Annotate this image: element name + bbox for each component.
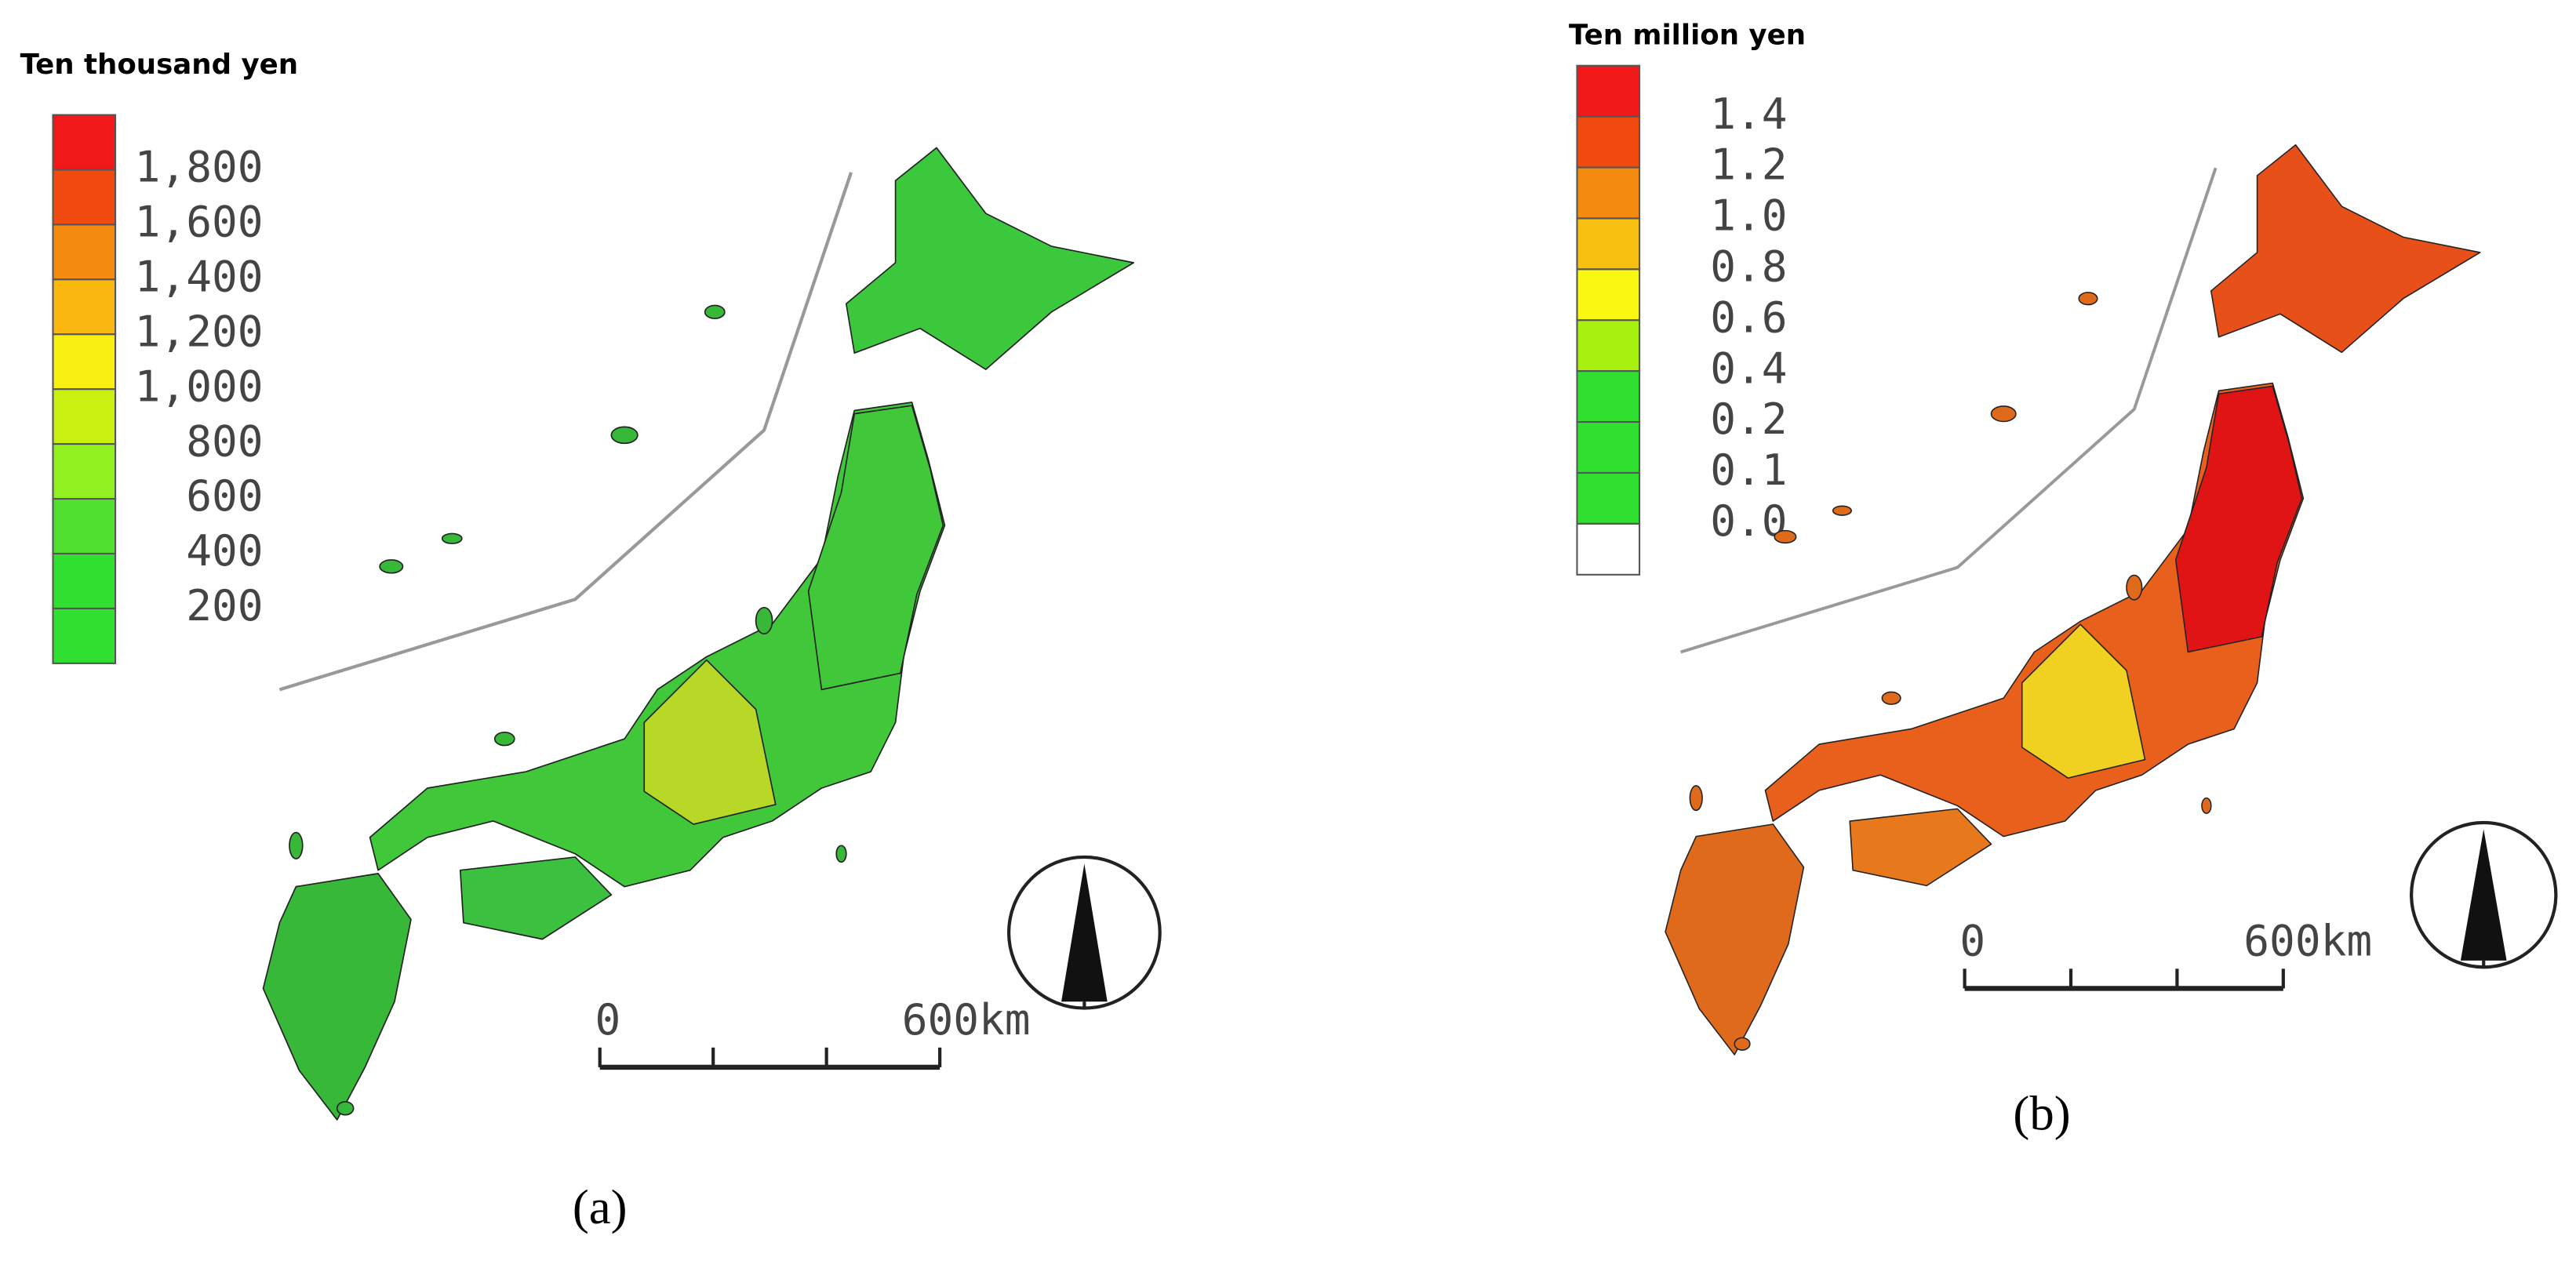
region-honshu: [369, 402, 946, 888]
legend-swatch: [1576, 166, 1641, 220]
scale-end: 600km: [902, 994, 1031, 1045]
island: [2078, 292, 2098, 306]
legend-label: 1,200: [135, 306, 264, 356]
legend-label: 1,600: [135, 197, 264, 247]
legend-swatch: [1576, 319, 1641, 372]
region-shikoku: [1849, 808, 1992, 887]
legend-label: 1.4: [1710, 89, 1787, 139]
legend-title: Ten thousand yen: [20, 49, 299, 81]
legend-swatch: [52, 498, 117, 555]
legend-swatch: [52, 607, 117, 664]
legend-title: Ten million yen: [1569, 20, 1806, 52]
legend-label: 800: [186, 416, 263, 466]
region-north: [807, 405, 944, 691]
scale-start: 0: [1959, 916, 1985, 966]
legend-swatch: [52, 443, 117, 500]
island: [704, 304, 726, 320]
legend-label: 1,800: [135, 142, 264, 192]
map: [1665, 144, 2481, 1056]
north-arrow: [1061, 863, 1108, 1002]
north-arrow: [2460, 829, 2507, 961]
legend-swatch: [1576, 421, 1641, 474]
legend-swatch: [1576, 268, 1641, 322]
map: [262, 147, 1135, 1121]
region-north: [2174, 385, 2303, 653]
scale-start: 0: [595, 994, 620, 1045]
inset-line: [1680, 167, 2218, 654]
island: [1689, 785, 1703, 812]
island: [2126, 574, 2143, 601]
legend-label: 0.6: [1710, 292, 1787, 342]
island: [1881, 691, 1901, 705]
island: [1774, 529, 1797, 544]
legend-label: 0.1: [1710, 445, 1787, 495]
region-kyushu: [1665, 823, 1805, 1056]
legend-label: 1,000: [135, 361, 264, 411]
legend-swatch: [52, 169, 117, 226]
island: [1734, 1037, 1751, 1051]
island: [1832, 505, 1852, 516]
scale-end: 600km: [2243, 916, 2372, 966]
legend-label: 600: [186, 471, 263, 521]
region-shikoku: [459, 856, 613, 940]
island: [379, 559, 404, 574]
island: [336, 1101, 355, 1116]
legend-swatch: [1576, 64, 1641, 118]
legend-label: 1.0: [1710, 191, 1787, 241]
legend-label: 0.2: [1710, 394, 1787, 444]
island: [2201, 797, 2212, 815]
panel-label: (a): [573, 1179, 628, 1234]
island: [835, 845, 847, 863]
legend-swatch: [52, 388, 117, 445]
legend-label: 200: [186, 580, 263, 630]
legend-swatch: [52, 333, 117, 391]
island: [610, 426, 639, 445]
region-center: [643, 659, 777, 825]
legend-label: 0.8: [1710, 241, 1787, 291]
legend-label: 400: [186, 525, 263, 576]
legend-label: 1.2: [1710, 140, 1787, 190]
panel-label: (b): [2013, 1086, 2070, 1141]
legend-label: 1,400: [135, 251, 264, 301]
legend-swatch: [1576, 471, 1641, 525]
legend-swatch: [1576, 522, 1641, 576]
legend-swatch: [52, 114, 117, 171]
legend-swatch: [1576, 115, 1641, 169]
region-center: [2021, 623, 2146, 779]
legend-swatch: [52, 278, 117, 336]
island: [1990, 405, 2017, 423]
island: [289, 831, 304, 859]
legend-swatch: [52, 223, 117, 281]
island: [493, 731, 515, 747]
island: [441, 532, 463, 544]
region-kyushu: [262, 873, 412, 1121]
legend-swatch: [1576, 217, 1641, 271]
legend-label: 0.4: [1710, 343, 1787, 393]
legend-swatch: [1576, 370, 1641, 423]
legend-swatch: [52, 552, 117, 609]
island: [755, 606, 773, 635]
region-honshu: [1764, 382, 2305, 838]
inset-line: [278, 172, 853, 692]
region-hokkaido: [845, 147, 1135, 370]
region-hokkaido: [2210, 144, 2481, 354]
